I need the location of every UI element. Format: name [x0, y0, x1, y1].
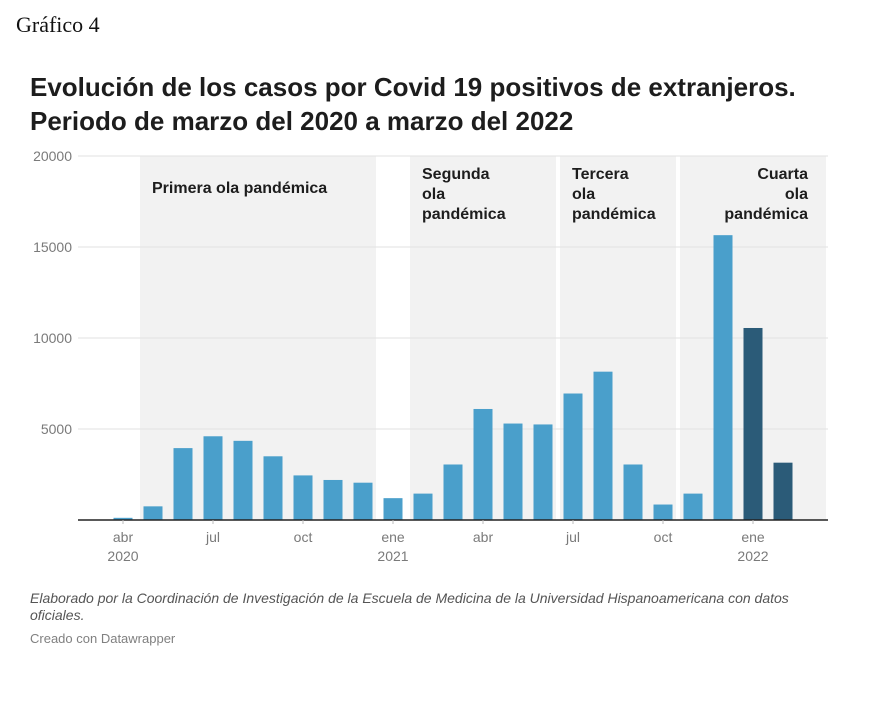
bar-2021-07 — [563, 393, 583, 520]
bar-2021-02 — [413, 493, 433, 520]
band-label-primera-ola-1: Primera ola pandémica — [152, 180, 327, 197]
chart-title-line-2: Periodo de marzo del 2020 a marzo del 20… — [30, 106, 574, 136]
band-label-cuarta-ola-1: Cuarta — [757, 166, 808, 183]
y-tick-label: 15000 — [33, 239, 72, 255]
bar-2022-02 — [773, 462, 793, 520]
band-label-segunda-ola-3: pandémica — [422, 206, 506, 223]
band-label-cuarta-ola-2: ola — [785, 186, 808, 203]
gridlines — [78, 155, 828, 430]
bars — [113, 235, 793, 521]
y-axis-ticks: 5000 10000 15000 20000 — [33, 148, 72, 437]
bar-2020-08 — [233, 440, 253, 520]
x-tick-label: jul — [565, 529, 580, 545]
figure-label: Gráfico 4 — [16, 12, 100, 37]
y-tick-label: 10000 — [33, 330, 72, 346]
x-tick-label: abr — [473, 529, 494, 545]
x-tick-label: jul — [205, 529, 220, 545]
bar-2020-05 — [143, 506, 163, 520]
bar-2021-05 — [503, 423, 523, 520]
x-tick-label: oct — [294, 529, 313, 545]
bar-2021-10 — [653, 504, 673, 520]
bar-2020-12 — [353, 482, 373, 520]
footnote: Elaborado por la Coordinación de Investi… — [30, 590, 789, 623]
x-tick-year-label: 2022 — [737, 548, 768, 564]
bar-2021-08 — [593, 371, 613, 520]
wave-band-labels: Primera ola pandémica Segunda ola pandémica… — [152, 166, 808, 223]
bar-2020-10 — [293, 475, 313, 520]
band-label-segunda-ola-2: ola — [422, 186, 445, 203]
band-label-tercera-ola-2: ola — [572, 186, 595, 203]
x-axis-ticks: abr 2020 jul oct ene 2021 abr jul oct ene 2022 — [107, 520, 769, 564]
bar-2020-09 — [263, 456, 283, 520]
credit: Creado con Datawrapper — [30, 631, 176, 646]
x-tick-year-label: 2020 — [107, 548, 138, 564]
chart-title-line-1: Evolución de los casos por Covid 19 posi… — [30, 72, 796, 102]
bar-2021-06 — [533, 424, 553, 520]
bar-chart: Primera ola pandémica Segunda ola pandémica… — [33, 148, 828, 564]
x-tick-label: ene — [381, 529, 405, 545]
bar-2020-04 — [113, 517, 133, 520]
y-tick-label: 20000 — [33, 148, 72, 164]
bar-2021-12 — [713, 235, 733, 521]
bar-2021-04 — [473, 408, 493, 520]
x-tick-label: ene — [741, 529, 765, 545]
bar-2020-06 — [173, 448, 193, 520]
chart-title: Evolución de los casos por Covid 19 posi… — [30, 70, 870, 138]
x-tick-label: abr — [113, 529, 134, 545]
band-label-cuarta-ola-3: pandémica — [724, 206, 808, 223]
bar-2020-07 — [203, 436, 223, 520]
x-tick-year-label: 2021 — [377, 548, 408, 564]
bar-2021-11 — [683, 493, 703, 520]
bar-2021-01 — [383, 498, 403, 520]
bar-2021-09 — [623, 464, 643, 520]
bar-2022-01 — [743, 327, 763, 520]
band-label-tercera-ola-3: pandémica — [572, 206, 656, 223]
band-label-segunda-ola-1: Segunda — [422, 166, 490, 183]
bar-2020-11 — [323, 479, 343, 520]
band-label-tercera-ola-1: Tercera — [572, 166, 629, 183]
y-tick-label: 5000 — [41, 421, 72, 437]
bar-2021-03 — [443, 464, 463, 520]
x-tick-label: oct — [654, 529, 673, 545]
